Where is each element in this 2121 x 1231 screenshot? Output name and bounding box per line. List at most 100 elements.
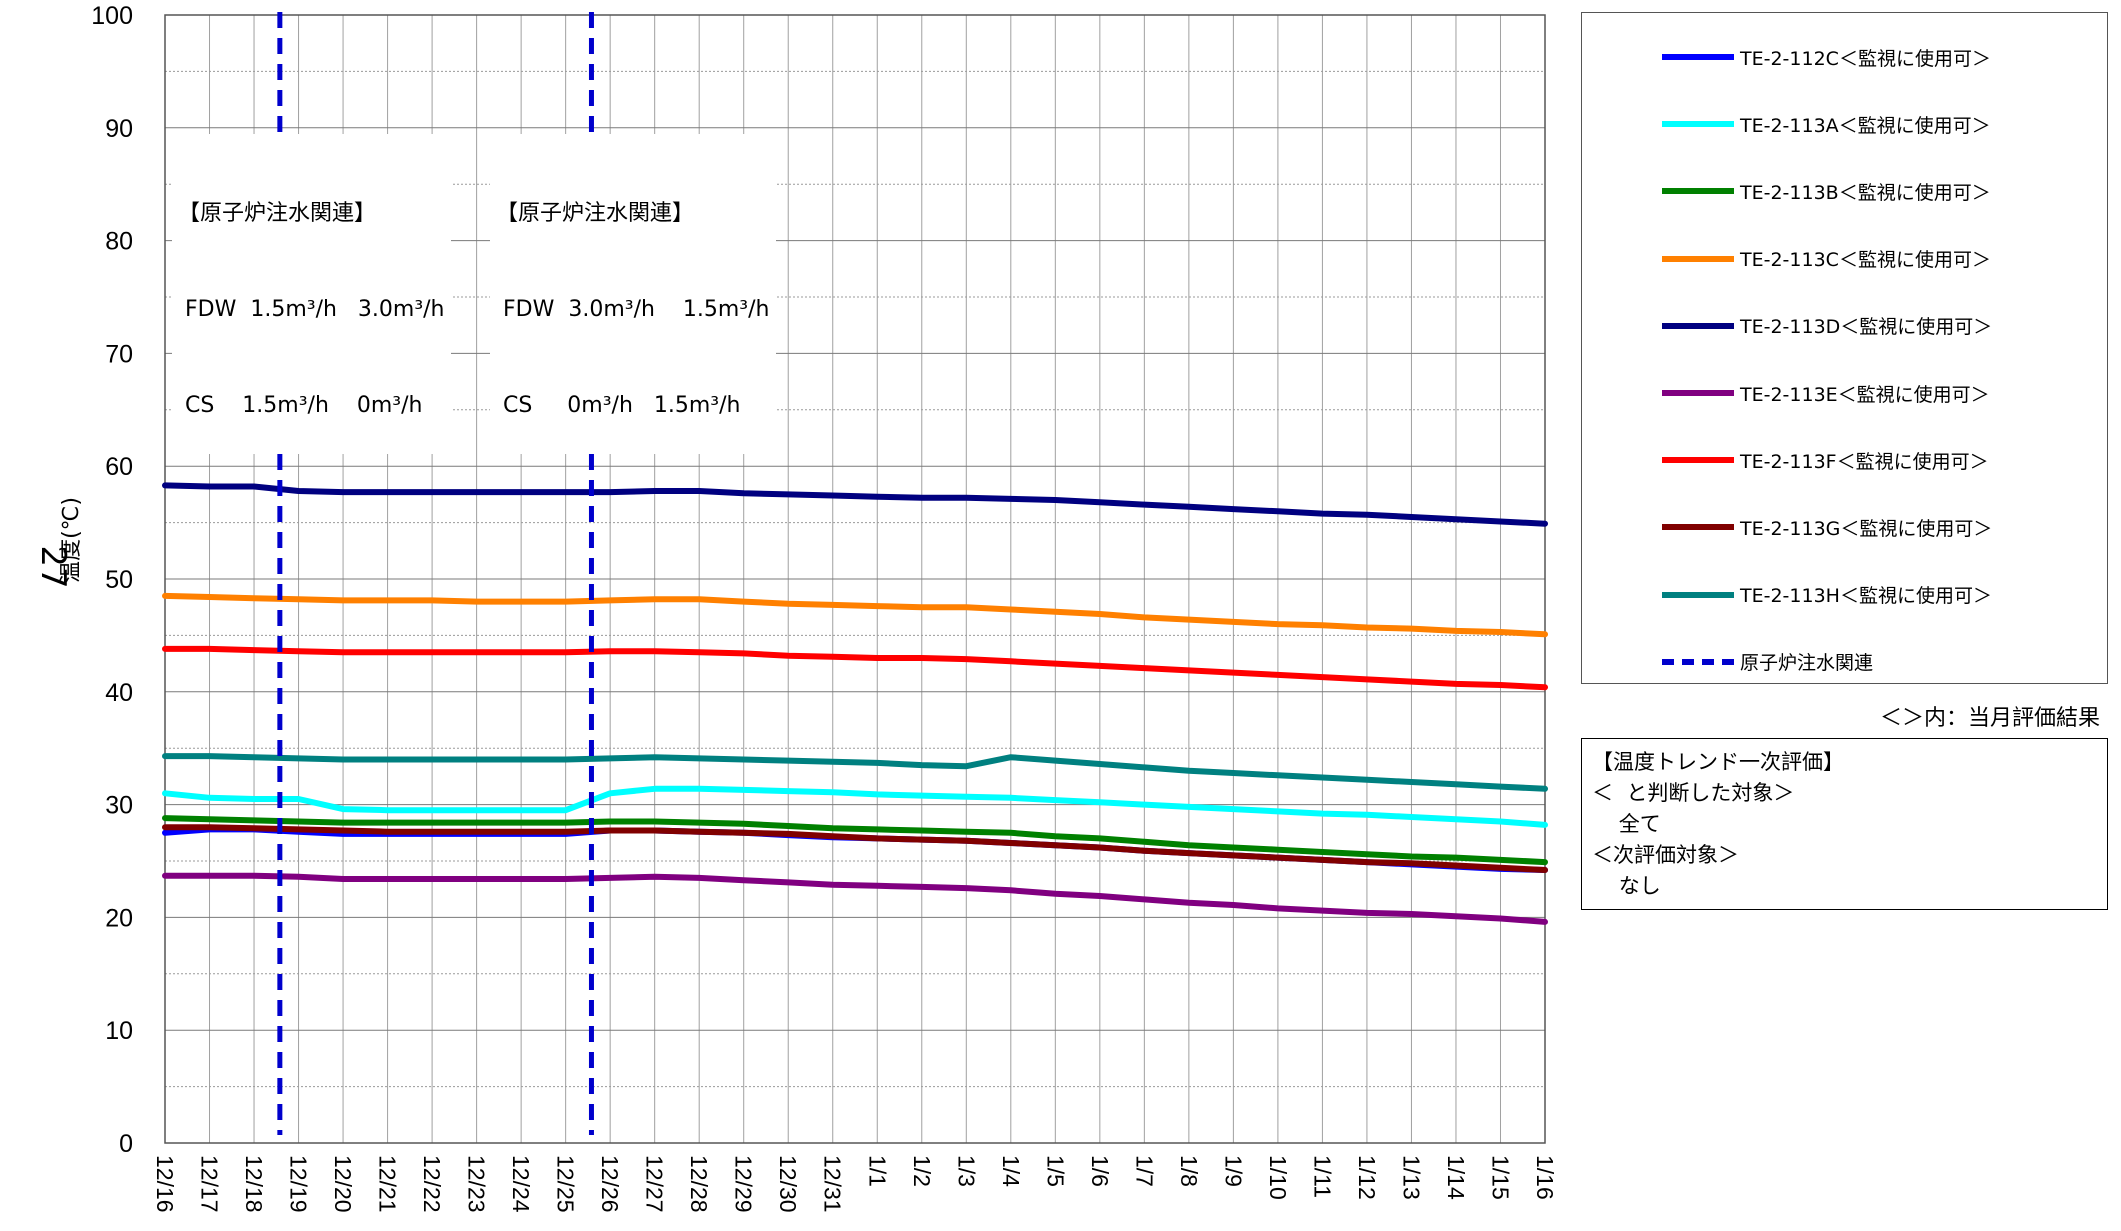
y-tick-label: 60 xyxy=(105,453,133,481)
x-tick-label: 1/13 xyxy=(1398,1155,1424,1200)
x-tick-label: 12/17 xyxy=(197,1155,223,1213)
legend-swatch xyxy=(1662,591,1734,598)
x-tick-label: 12/26 xyxy=(597,1155,623,1213)
legend-swatch xyxy=(1662,524,1734,531)
legend-item: TE-2-113C＜監視に使用可＞ xyxy=(1662,247,1991,271)
legend-item: TE-2-113A＜監視に使用可＞ xyxy=(1662,112,1991,137)
page-number: 27 xyxy=(33,545,73,588)
legend-item: 原子炉注水関連 xyxy=(1662,650,1873,674)
legend-label: TE-2-113A＜監視に使用可＞ xyxy=(1740,114,1991,137)
x-tick-label: 1/8 xyxy=(1176,1155,1202,1187)
legend-item: TE-2-113D＜監視に使用可＞ xyxy=(1662,314,1992,338)
x-tick-label: 12/18 xyxy=(241,1155,267,1213)
legend-swatch xyxy=(1662,121,1734,128)
y-tick-label: 0 xyxy=(119,1130,133,1158)
line-chart: 0 10 20 30 40 50 60 70 80 90 100 12/16 12/17 12/18 12… xyxy=(33,2,1558,1213)
legend-item: TE-2-113B＜監視に使用可＞ xyxy=(1662,179,1991,204)
series-line xyxy=(162,785,1548,828)
x-tick-label: 12/31 xyxy=(820,1155,846,1213)
x-tick-label: 1/3 xyxy=(953,1155,979,1187)
x-tick-label: 1/5 xyxy=(1042,1155,1068,1187)
annotation-line: FDW 3.0m³/h 1.5m³/h xyxy=(496,297,770,322)
annotation-injection-2: 【原子炉注水関連】 FDW 3.0m³/h 1.5m³/h CS 0m³/h 1… xyxy=(490,134,776,454)
axes xyxy=(164,14,1546,1144)
evaluation-line: ＜次評価対象＞ xyxy=(1592,843,1739,867)
x-tick-label: 12/22 xyxy=(419,1155,445,1213)
annotation-injection-1: 【原子炉注水関連】 FDW 1.5m³/h 3.0m³/h CS 1.5m³/h… xyxy=(172,134,451,454)
x-tick-label: 1/1 xyxy=(864,1155,890,1187)
legend-swatch xyxy=(1662,658,1734,665)
evaluation-title: 【温度トレンド一次評価】 xyxy=(1592,750,1844,774)
series-line xyxy=(162,645,1548,691)
series-lines xyxy=(162,482,1548,925)
x-tick-label: 1/15 xyxy=(1487,1155,1513,1200)
y-tick-label: 10 xyxy=(105,1017,133,1045)
annotation-line: 【原子炉注水関連】 xyxy=(178,201,377,226)
x-tick-label: 1/14 xyxy=(1443,1155,1469,1200)
x-tick-label: 12/23 xyxy=(464,1155,490,1213)
x-tick-label: 12/24 xyxy=(508,1155,534,1213)
legend-swatch xyxy=(1662,322,1734,329)
legend-swatch xyxy=(1662,390,1734,396)
x-tick-label: 12/28 xyxy=(686,1155,712,1213)
y-axis-label: 温度(℃) xyxy=(59,497,84,583)
y-tick-label: 70 xyxy=(105,340,133,368)
legend-label: TE-2-113D＜監視に使用可＞ xyxy=(1740,316,1993,339)
x-tick-label: 12/27 xyxy=(642,1155,668,1213)
y-tick-label: 100 xyxy=(91,2,133,30)
legend-item: TE-2-113G＜監視に使用可＞ xyxy=(1662,515,1993,540)
legend-swatch xyxy=(1662,457,1734,464)
x-tick-label: 1/2 xyxy=(909,1155,935,1187)
annotation-line: CS 1.5m³/h 0m³/h xyxy=(178,393,423,418)
x-tick-label: 12/29 xyxy=(731,1155,757,1213)
x-tick-label: 12/19 xyxy=(286,1155,312,1213)
x-tick-label: 1/11 xyxy=(1309,1155,1335,1198)
y-tick-labels: 0 10 20 30 40 50 60 70 80 90 100 xyxy=(91,2,133,1158)
y-tick-label: 40 xyxy=(105,679,133,707)
x-tick-labels: 12/16 12/17 12/18 12/19 12/20 12/21 12/22 12/23… xyxy=(152,1155,1558,1213)
evaluation-line: 全て xyxy=(1592,812,1661,836)
x-tick-label: 1/10 xyxy=(1265,1155,1291,1200)
y-tick-label: 80 xyxy=(105,228,133,256)
evaluation-line: なし xyxy=(1592,874,1661,898)
plot-frame xyxy=(164,14,1546,1144)
x-tick-label: 12/30 xyxy=(775,1155,801,1213)
x-tick-label: 12/21 xyxy=(375,1155,401,1213)
x-tick-label: 1/12 xyxy=(1354,1155,1380,1200)
legend-item: TE-2-113F＜監視に使用可＞ xyxy=(1662,448,1989,473)
evaluation-line: ＜ と判断した対象＞ xyxy=(1592,781,1795,805)
legend-label: TE-2-113C＜監視に使用可＞ xyxy=(1740,249,1991,272)
y-tick-label: 20 xyxy=(105,904,133,932)
legend-label: 原子炉注水関連 xyxy=(1740,652,1874,675)
series-line xyxy=(162,872,1548,925)
legend-note: ＜＞内：当月評価結果 xyxy=(1880,706,2101,731)
legend-label: TE-2-113H＜監視に使用可＞ xyxy=(1740,585,1992,608)
legend-label: TE-2-113G＜監視に使用可＞ xyxy=(1740,517,1993,540)
legend-label: TE-2-113F＜監視に使用可＞ xyxy=(1740,450,1989,473)
legend-item: TE-2-113E＜監視に使用可＞ xyxy=(1662,381,1990,406)
x-tick-label: 12/25 xyxy=(553,1155,579,1213)
x-tick-label: 1/6 xyxy=(1087,1155,1113,1187)
x-tick-label: 12/16 xyxy=(152,1155,178,1213)
legend: TE-2-112C＜監視に使用可＞ TE-2-113A＜監視に使用可＞ TE-2-1… xyxy=(1581,12,2108,684)
legend-item: TE-2-113H＜監視に使用可＞ xyxy=(1662,583,1992,607)
x-tick-label: 1/7 xyxy=(1131,1155,1157,1187)
y-tick-label: 90 xyxy=(105,115,133,143)
legend-label: TE-2-113E＜監視に使用可＞ xyxy=(1740,383,1990,406)
legend-label: TE-2-113B＜監視に使用可＞ xyxy=(1740,181,1991,204)
x-tick-label: 1/9 xyxy=(1220,1155,1246,1187)
annotation-line: FDW 1.5m³/h 3.0m³/h xyxy=(178,297,445,322)
y-tick-label: 30 xyxy=(105,792,133,820)
series-line xyxy=(162,815,1548,866)
series-line xyxy=(162,753,1548,792)
x-tick-label: 1/4 xyxy=(998,1155,1024,1187)
legend-item: TE-2-112C＜監視に使用可＞ xyxy=(1662,45,1991,70)
annotation-line: 【原子炉注水関連】 xyxy=(496,201,695,226)
evaluation-box: 【温度トレンド一次評価】 ＜ と判断した対象＞ 全て ＜次評価対象＞ なし xyxy=(1581,738,2108,910)
legend-swatch xyxy=(1662,188,1734,195)
legend-label: TE-2-112C＜監視に使用可＞ xyxy=(1740,47,1991,70)
series-line xyxy=(162,592,1548,638)
y-tick-label: 50 xyxy=(105,566,133,594)
annotation-line: CS 0m³/h 1.5m³/h xyxy=(496,393,741,418)
series-line xyxy=(162,824,1548,873)
